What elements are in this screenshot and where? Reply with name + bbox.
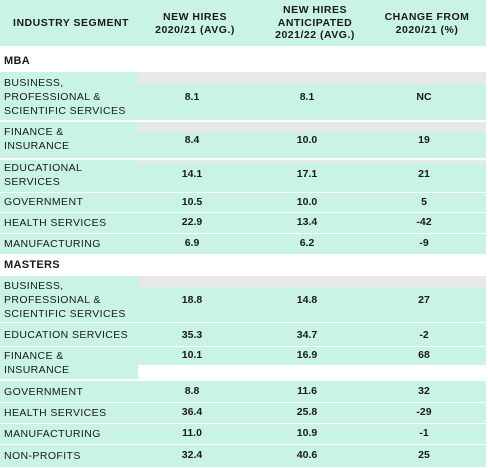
cell-change: 25: [418, 449, 430, 461]
cell-change: 21: [418, 168, 430, 180]
cell-hires-2021-22: 25.8: [296, 406, 318, 418]
cell-hires-2020-21: 8.1: [184, 91, 200, 103]
cell-hires-2021-22: 10.0: [296, 134, 318, 146]
row-segment: HEALTH SERVICES: [4, 217, 107, 229]
row-segment: EDUCATION SERVICES: [4, 329, 129, 341]
cell-hires-2020-21: 10.5: [181, 196, 203, 208]
row-segment: MANUFACTURING: [4, 238, 101, 250]
table-row: BUSINESS, PROFESSIONAL & SCIENTIFIC SERV…: [0, 276, 486, 322]
table-row: EDUCATIONAL SERVICES 14.1 17.1 21: [0, 160, 486, 192]
row-segment: MANUFACTURING: [4, 428, 101, 440]
cell-hires-2020-21: 14.1: [181, 168, 203, 180]
row-segment: BUSINESS, PROFESSIONAL & SCIENTIFIC SERV…: [4, 280, 126, 320]
cell-hires-2020-21: 8.4: [184, 134, 200, 146]
cell-hires-2021-22: 10.9: [296, 427, 318, 439]
cell-change: 5: [421, 196, 427, 208]
cell-hires-2021-22: 11.6: [297, 385, 317, 397]
cell-change: -9: [419, 237, 429, 249]
table-row: GOVERNMENT 10.5 10.0 5: [0, 193, 486, 212]
table-row: BUSINESS, PROFESSIONAL & SCIENTIFIC SERV…: [0, 72, 486, 120]
cell-change: NC: [416, 91, 432, 103]
cell-hires-2020-21: 36.4: [181, 406, 203, 418]
cell-change: -29: [416, 406, 432, 418]
table-row: HEALTH SERVICES 22.9 13.4 -42: [0, 213, 486, 233]
cell-hires-2021-22: 14.8: [296, 294, 318, 306]
header-change: CHANGE FROM 2020/21 (%): [384, 11, 470, 36]
cell-change: -42: [416, 216, 432, 228]
cell-hires-2020-21: 11.0: [182, 427, 202, 439]
table-row: FINANCE & INSURANCE 10.1 16.9 68: [0, 347, 486, 379]
header-hires-2020-21: NEW HIRES 2020/21 (AVG.): [155, 11, 235, 36]
cell-change: -1: [419, 427, 429, 439]
header-hires-2021-22: NEW HIRES ANTICIPATED 2021/22 (AVG.): [275, 4, 355, 41]
cell-hires-2021-22: 17.1: [296, 168, 318, 180]
table-row: EDUCATION SERVICES 35.3 34.7 -2: [0, 323, 486, 346]
cell-change: 27: [418, 294, 430, 306]
table-row: NON-PROFITS 32.4 40.6 25: [0, 445, 486, 467]
table-row: HEALTH SERVICES 36.4 25.8 -29: [0, 403, 486, 423]
cell-change: 19: [418, 134, 430, 146]
cell-hires-2021-22: 6.2: [299, 237, 315, 249]
cell-hires-2021-22: 13.4: [296, 216, 318, 228]
cell-change: 68: [418, 349, 430, 361]
cell-hires-2020-21: 32.4: [181, 449, 203, 461]
table-header: INDUSTRY SEGMENT NEW HIRES 2020/21 (AVG.…: [0, 0, 486, 46]
row-segment: GOVERNMENT: [4, 386, 84, 398]
table-row: GOVERNMENT 8.8 11.6 32: [0, 381, 486, 402]
cell-hires-2020-21: 35.3: [181, 329, 203, 341]
header-segment: INDUSTRY SEGMENT: [13, 17, 129, 29]
cell-change: 32: [418, 385, 430, 397]
row-segment: EDUCATIONAL SERVICES: [4, 162, 83, 188]
cell-hires-2020-21: 8.8: [184, 385, 200, 397]
table-row: FINANCE & INSURANCE 8.4 10.0 19: [0, 122, 486, 158]
row-segment: GOVERNMENT: [4, 196, 84, 208]
row-segment: FINANCE & INSURANCE: [4, 350, 70, 376]
section-title-masters: MASTERS: [0, 256, 486, 276]
table-row: MANUFACTURING 6.9 6.2 -9: [0, 234, 486, 254]
cell-hires-2021-22: 8.1: [299, 91, 315, 103]
cell-hires-2021-22: 40.6: [296, 449, 318, 461]
row-segment: NON-PROFITS: [4, 450, 81, 462]
table-row: MANUFACTURING 11.0 10.9 -1: [0, 424, 486, 444]
row-segment: BUSINESS, PROFESSIONAL & SCIENTIFIC SERV…: [4, 77, 126, 117]
section-title-mba: MBA: [0, 52, 486, 72]
cell-hires-2021-22: 34.7: [296, 329, 318, 341]
row-segment: HEALTH SERVICES: [4, 407, 107, 419]
cell-hires-2020-21: 18.8: [181, 294, 203, 306]
cell-hires-2020-21: 10.1: [181, 349, 203, 361]
cell-hires-2021-22: 10.0: [296, 196, 318, 208]
cell-change: -2: [419, 329, 429, 341]
cell-hires-2021-22: 16.9: [296, 349, 318, 361]
cell-hires-2020-21: 22.9: [181, 216, 203, 228]
cell-hires-2020-21: 6.9: [184, 237, 200, 249]
row-segment: FINANCE & INSURANCE: [4, 126, 70, 152]
